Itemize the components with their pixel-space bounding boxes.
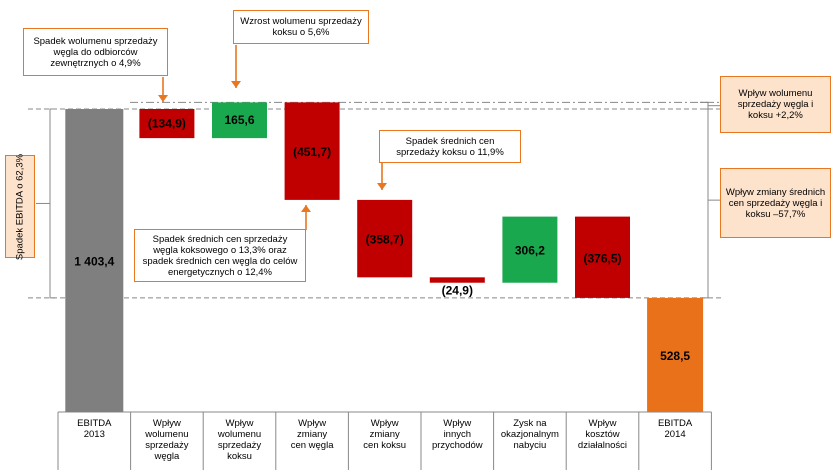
bar-4	[284, 102, 340, 200]
value-label-9: 528,5	[660, 349, 690, 363]
category-label-2: Wpływ wolumenu sprzedaży węgla	[145, 418, 189, 462]
category-label-8: Wpływ kosztów działalności	[577, 418, 628, 451]
category-label-7: Zysk na okazjonalnym nabyciu	[500, 418, 559, 451]
category-label-9: EBITDA 2014	[657, 418, 693, 440]
category-label-5: Wpływ zmiany cen koksu	[363, 418, 407, 451]
bracket-left	[49, 108, 55, 299]
callout-coal-volume-text: Spadek wolumenu sprzedaży węgla do odbio…	[33, 35, 158, 69]
callout-coke-price-text: Spadek średnich cen sprzedaży koksu o 11…	[396, 135, 504, 158]
category-label-3: Wpływ wolumenu sprzedaży koksu	[217, 418, 262, 462]
callout-coke-price: Spadek średnich cen sprzedaży koksu o 11…	[379, 130, 521, 163]
callout-coal-price: Spadek średnich cen sprzedaży węgla koks…	[134, 229, 306, 282]
callout-ebitda-drop: Spadek EBITDA o 62,3%	[5, 153, 35, 260]
arrow-coke-volume-head	[231, 81, 241, 88]
callout-volume-impact: Wpływ wolumenu sprzedaży węgla i koksu +…	[720, 76, 831, 133]
callout-coal-volume: Spadek wolumenu sprzedaży węgla do odbio…	[23, 28, 168, 76]
bar-7	[502, 216, 558, 283]
value-label-8: (376,5)	[583, 251, 621, 265]
value-label-7: 306,2	[515, 244, 545, 258]
value-label-3: 165,6	[224, 113, 254, 127]
callout-ebitda-drop-text: Spadek EBITDA o 62,3%	[14, 153, 26, 260]
arrow-coke-price-head	[377, 183, 387, 190]
bracket-right-volume	[700, 101, 709, 110]
category-label-1: EBITDA 2013	[77, 418, 112, 440]
callout-coal-price-text: Spadek średnich cen sprzedaży węgla koks…	[142, 233, 298, 278]
category-label-4: Wpływ zmiany cen węgla	[290, 418, 334, 451]
callout-price-impact-text: Wpływ zmiany średnich cen sprzedaży węgl…	[725, 186, 826, 220]
arrow-coal-price-head	[301, 205, 311, 212]
callout-coke-volume: Wzrost wolumenu sprzedaży koksu o 5,6%	[233, 10, 369, 44]
value-label-1: 1 403,4	[74, 255, 114, 269]
arrow-coal-volume-head	[158, 95, 168, 102]
callout-volume-impact-text: Wpływ wolumenu sprzedaży węgla i koksu +…	[737, 88, 814, 121]
value-label-5: (358,7)	[366, 233, 404, 247]
bar-5	[357, 199, 413, 278]
callout-coke-volume-text: Wzrost wolumenu sprzedaży koksu o 5,6%	[240, 16, 362, 38]
bar-6	[429, 277, 485, 283]
value-label-2: (134,9)	[148, 117, 186, 131]
value-label-4: (451,7)	[293, 145, 331, 159]
category-label-6: Wpływ innych przychodów	[431, 418, 483, 451]
bracket-right-price	[700, 101, 709, 299]
bar-3	[212, 102, 267, 139]
bar-8	[575, 216, 630, 298]
bar-9	[647, 297, 704, 412]
callout-price-impact: Wpływ zmiany średnich cen sprzedaży węgl…	[720, 168, 831, 238]
bar-2	[139, 109, 195, 139]
value-label-6: (24,9)	[442, 284, 473, 298]
bar-1	[65, 109, 124, 412]
